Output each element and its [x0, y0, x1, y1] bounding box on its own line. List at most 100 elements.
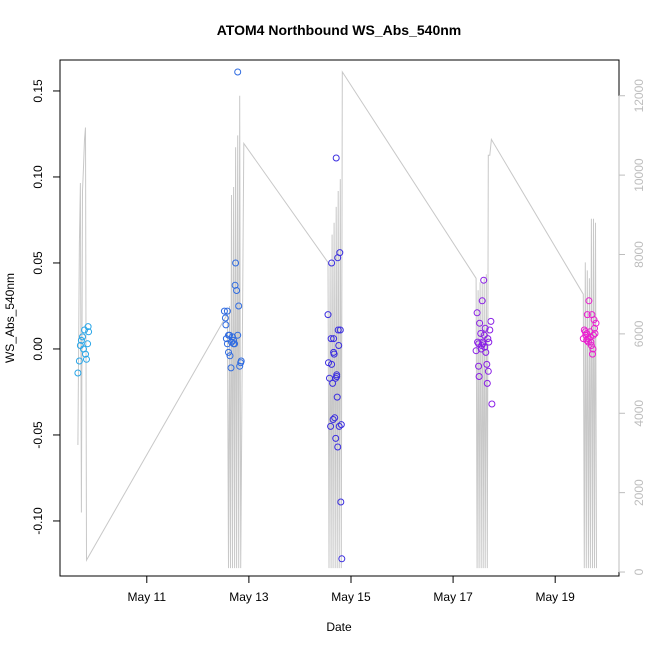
data-point [333, 393, 341, 401]
data-point [227, 364, 235, 372]
data-point [583, 336, 591, 344]
data-point [482, 348, 490, 356]
data-point [234, 68, 242, 76]
data-point [328, 259, 336, 267]
data-point [327, 335, 335, 343]
data-point [223, 307, 231, 315]
y-tick-label: 0.05 [31, 251, 45, 275]
data-point [473, 309, 481, 317]
data-point [333, 373, 341, 380]
data-point [332, 434, 340, 442]
data-point [475, 340, 483, 348]
data-point [581, 328, 589, 336]
data-point [329, 379, 337, 387]
data-point [337, 421, 345, 429]
data-point [331, 414, 339, 422]
data-point [587, 342, 595, 349]
data-point [483, 379, 491, 387]
data-point [221, 314, 229, 322]
scatter-points-layer [74, 68, 600, 563]
data-point [225, 331, 232, 339]
data-point [232, 259, 240, 267]
data-point [82, 350, 89, 358]
data-point [592, 319, 600, 327]
data-point [477, 330, 485, 337]
data-point [334, 326, 342, 334]
data-point [484, 367, 492, 375]
right-tick-label: 2000 [632, 479, 646, 506]
data-point [338, 555, 346, 563]
data-point [336, 326, 344, 334]
data-point [233, 287, 241, 294]
data-point [475, 362, 483, 370]
x-tick-label: May 17 [433, 590, 473, 604]
right-tick-label: 10000 [632, 158, 646, 192]
data-point [481, 324, 489, 332]
data-point [332, 374, 340, 382]
altitude-trace-layer [77, 70, 597, 569]
y-tick-label: 0.00 [31, 337, 45, 361]
series-4 [472, 276, 496, 408]
data-point [225, 348, 232, 356]
x-axis: May 11 May 13 May 15 May 17 May 19 [128, 575, 576, 604]
y-axis-right: 0 2000 4000 6000 8000 10000 12000 [618, 79, 646, 575]
data-point [234, 331, 242, 339]
right-tick-label: 4000 [632, 400, 646, 427]
data-point [591, 330, 599, 337]
x-tick-label: May 19 [536, 590, 576, 604]
chart-title: ATOM4 Northbound WS_Abs_540nm [217, 22, 462, 38]
x-axis-label: Date [326, 620, 352, 634]
data-point [485, 338, 493, 346]
x-tick-label: May 13 [229, 590, 269, 604]
data-point [77, 336, 85, 344]
data-point [226, 352, 234, 360]
data-point [329, 416, 337, 423]
data-point [330, 350, 338, 358]
data-point [335, 342, 343, 349]
data-point [487, 317, 495, 325]
data-point [583, 311, 591, 319]
data-point [84, 323, 92, 331]
data-point [585, 297, 593, 305]
y-tick-label: 0.10 [31, 165, 45, 189]
series-5 [579, 297, 600, 358]
data-point [220, 307, 228, 315]
y-axis-label: WS_Abs_540nm [3, 273, 17, 363]
data-point [337, 498, 345, 506]
data-point [84, 340, 92, 348]
data-point [488, 400, 496, 408]
series-1 [74, 323, 93, 377]
data-point [237, 357, 245, 365]
data-point [230, 336, 238, 344]
data-point [85, 328, 93, 336]
x-tick-label: May 15 [331, 590, 371, 604]
data-point [590, 331, 597, 339]
right-tick-label: 0 [632, 568, 646, 575]
data-point [589, 345, 597, 353]
data-point [479, 340, 487, 348]
altitude-trace-line [77, 70, 597, 569]
right-tick-label: 6000 [632, 320, 646, 347]
y-axis-left: -0.10 -0.05 0.00 0.05 0.10 0.15 [31, 79, 61, 535]
right-tick-label: 8000 [632, 241, 646, 268]
data-point [589, 350, 596, 358]
data-point [336, 249, 344, 257]
y-tick-label: -0.05 [31, 421, 45, 449]
data-point [75, 357, 83, 365]
data-point [486, 326, 494, 334]
data-point [230, 340, 238, 348]
data-point [332, 154, 340, 162]
data-point [324, 311, 332, 319]
data-point [582, 331, 590, 339]
data-point [83, 355, 90, 363]
data-point [475, 373, 483, 380]
data-point [334, 443, 342, 451]
data-point [335, 422, 343, 430]
data-point [478, 297, 486, 305]
y-tick-label: -0.10 [31, 507, 45, 535]
data-point [591, 324, 598, 332]
data-point [476, 319, 484, 327]
data-point [235, 302, 243, 310]
